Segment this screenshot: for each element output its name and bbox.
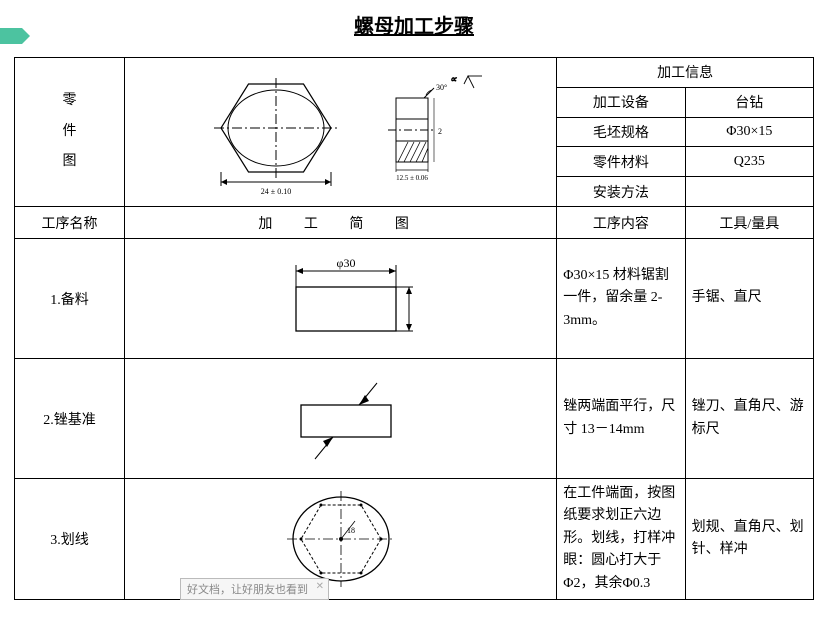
info-label-3: 安装方法: [557, 177, 685, 207]
info-header: 加工信息: [557, 58, 814, 88]
svg-text:∝: ∝: [450, 74, 457, 84]
info-label-0: 加工设备: [557, 87, 685, 117]
part-drawing-label: 零 件 图: [15, 58, 125, 207]
step1-dim: φ30: [336, 256, 355, 270]
dim-thickness: 2: [438, 127, 442, 136]
part-drawing: 24 ± 0.10: [186, 62, 496, 202]
dim-angle: 30°: [436, 83, 447, 92]
part-label-3: 图: [21, 147, 118, 178]
close-icon[interactable]: ✕: [316, 581, 324, 592]
step-content-3: 在工件端面，按图纸要求划正六边形。划线，打样冲眼：圆心打大于Φ2，其余Φ0.3: [557, 479, 685, 600]
col-header-4: 工具/量具: [685, 207, 813, 239]
info-value-0: 台钻: [685, 87, 813, 117]
step-tools-1: 手锯、直尺: [685, 239, 813, 359]
step-tools-2: 锉刀、直角尺、游标尺: [685, 359, 813, 479]
page-title: 螺母加工步骤: [10, 10, 818, 39]
step-content-1: Φ30×15 材料锯割 一件，留余量 2-3mm。: [557, 239, 685, 359]
page-ribbon: [0, 28, 22, 44]
step-name-1: 1.备料: [15, 239, 125, 359]
dim-width: 24 ± 0.10: [260, 187, 290, 196]
process-table: 零 件 图: [14, 57, 814, 600]
step-diagram-1: φ30: [125, 239, 557, 359]
info-value-3: [685, 177, 813, 207]
info-label-1: 毛坯规格: [557, 117, 685, 147]
step-row: 1.备料 φ30: [15, 239, 814, 359]
col-header-1: 工序名称: [15, 207, 125, 239]
dim-side: 12.5 ± 0.06: [396, 174, 428, 182]
step-row: 2.锉基准 锉两端面平行，尺寸 13－14mm 锉刀、直角尺、游标尺: [15, 359, 814, 479]
svg-text:18: 18: [347, 526, 355, 535]
col-header-3: 工序内容: [557, 207, 685, 239]
step-name-3: 3.划线: [15, 479, 125, 600]
part-label-2: 件: [21, 117, 118, 148]
info-label-2: 零件材料: [557, 147, 685, 177]
part-label-1: 零: [21, 86, 118, 117]
col-header-2: 加 工 简 图: [125, 207, 557, 239]
info-value-1: Φ30×15: [685, 117, 813, 147]
footer-tip-text: 好文档，让好朋友也看到: [187, 584, 308, 596]
part-drawing-cell: 24 ± 0.10: [125, 58, 557, 207]
footer-tip[interactable]: 好文档，让好朋友也看到 ✕: [180, 578, 329, 600]
step-name-2: 2.锉基准: [15, 359, 125, 479]
step-diagram-2: [125, 359, 557, 479]
step-content-2: 锉两端面平行，尺寸 13－14mm: [557, 359, 685, 479]
step-row: 3.划线: [15, 479, 814, 600]
step-tools-3: 划规、直角尺、划针、样冲: [685, 479, 813, 600]
info-value-2: Q235: [685, 147, 813, 177]
